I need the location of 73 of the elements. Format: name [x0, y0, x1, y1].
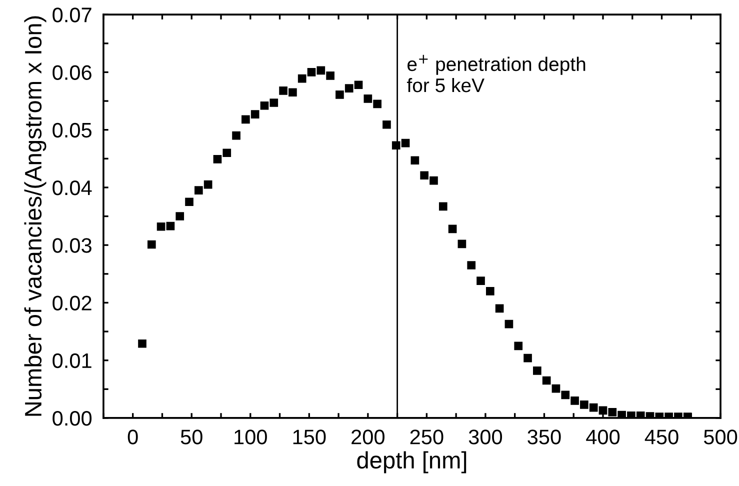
point: [344, 84, 354, 93]
point: [316, 66, 326, 75]
point: [354, 80, 363, 90]
point: [495, 304, 504, 313]
point: [524, 354, 532, 362]
point: [336, 90, 344, 99]
y-tick-label: 0.06: [52, 65, 92, 80]
x-tick-label: 100: [234, 430, 267, 444]
point: [476, 276, 485, 285]
point: [176, 212, 184, 220]
point: [486, 287, 494, 296]
point: [430, 176, 438, 185]
point: [250, 110, 260, 118]
point: [438, 202, 448, 211]
ref-line-label: e$^{+}$ penetration depth for 5 keV: [406, 54, 586, 92]
y-tick-label: 0.04: [52, 180, 92, 196]
x-tick-label: 0: [128, 430, 138, 444]
y-tick-label: 0.00: [52, 410, 92, 426]
point: [364, 94, 372, 103]
point: [458, 240, 466, 248]
y-tick-label: 0.03: [52, 238, 92, 253]
y-tick-label: 0.01: [52, 353, 92, 368]
y-tick-label: 0.05: [52, 122, 92, 138]
point: [373, 100, 382, 108]
point: [185, 198, 194, 206]
point: [552, 384, 560, 393]
point: [156, 222, 166, 231]
point: [298, 74, 306, 83]
x-tick-label: 300: [468, 430, 502, 444]
x-axis-title: depth [nm]: [357, 451, 466, 474]
x-tick-label: 200: [352, 430, 384, 444]
point: [598, 406, 608, 415]
x-tick-label: 50: [180, 430, 202, 444]
point: [279, 86, 288, 95]
point: [467, 261, 476, 270]
x-tick-label: 150: [293, 430, 326, 444]
point: [570, 396, 579, 405]
point: [204, 180, 212, 189]
point: [401, 138, 410, 148]
point: [542, 376, 551, 385]
point: [580, 400, 588, 409]
point: [147, 240, 156, 249]
point: [382, 120, 391, 129]
point: [504, 320, 514, 328]
x-tick-label: 500: [704, 430, 738, 444]
point: [213, 155, 222, 164]
point: [166, 222, 175, 230]
point: [561, 390, 570, 400]
point: [627, 411, 636, 418]
point: [448, 224, 457, 234]
y-tick-label: 0.07: [52, 8, 92, 22]
point: [326, 71, 334, 80]
point: [260, 101, 269, 110]
x-tick-label: 400: [586, 430, 620, 444]
point: [194, 186, 203, 195]
point: [270, 98, 278, 107]
point: [307, 68, 316, 76]
point: [232, 131, 240, 140]
y-axis-title: Number of vacancies/(Angstrom x Ion): [24, 16, 46, 416]
point: [222, 148, 232, 158]
point: [288, 88, 297, 97]
x-tick-label: 350: [528, 430, 561, 444]
point: [589, 403, 598, 412]
point: [410, 156, 420, 165]
y-tick-label: 0.02: [52, 296, 92, 310]
point: [514, 342, 523, 350]
point: [242, 115, 250, 124]
point: [608, 408, 617, 416]
point: [420, 171, 428, 180]
point: [138, 339, 146, 348]
x-tick-label: 250: [410, 430, 444, 444]
point: [533, 366, 542, 375]
x-tick-label: 450: [644, 430, 678, 444]
